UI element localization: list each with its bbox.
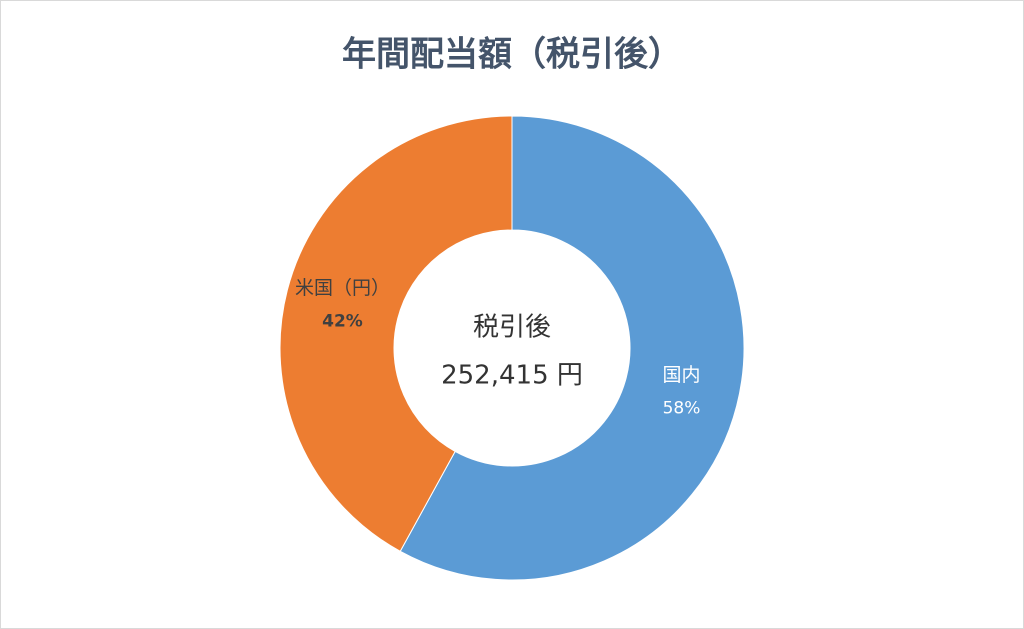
donut-slice: [399, 115, 745, 581]
slice-category-label: 国内: [662, 364, 700, 386]
center-label: 税引後: [473, 313, 551, 343]
chart-title: 年間配当額（税引後）: [342, 35, 682, 75]
data-label: 42%: [322, 311, 363, 331]
data-label: 58%: [663, 399, 701, 419]
donut-slice: [279, 115, 513, 552]
slice-category-label: 米国（円）: [295, 277, 390, 299]
center-value: 252,415 円: [441, 361, 583, 391]
